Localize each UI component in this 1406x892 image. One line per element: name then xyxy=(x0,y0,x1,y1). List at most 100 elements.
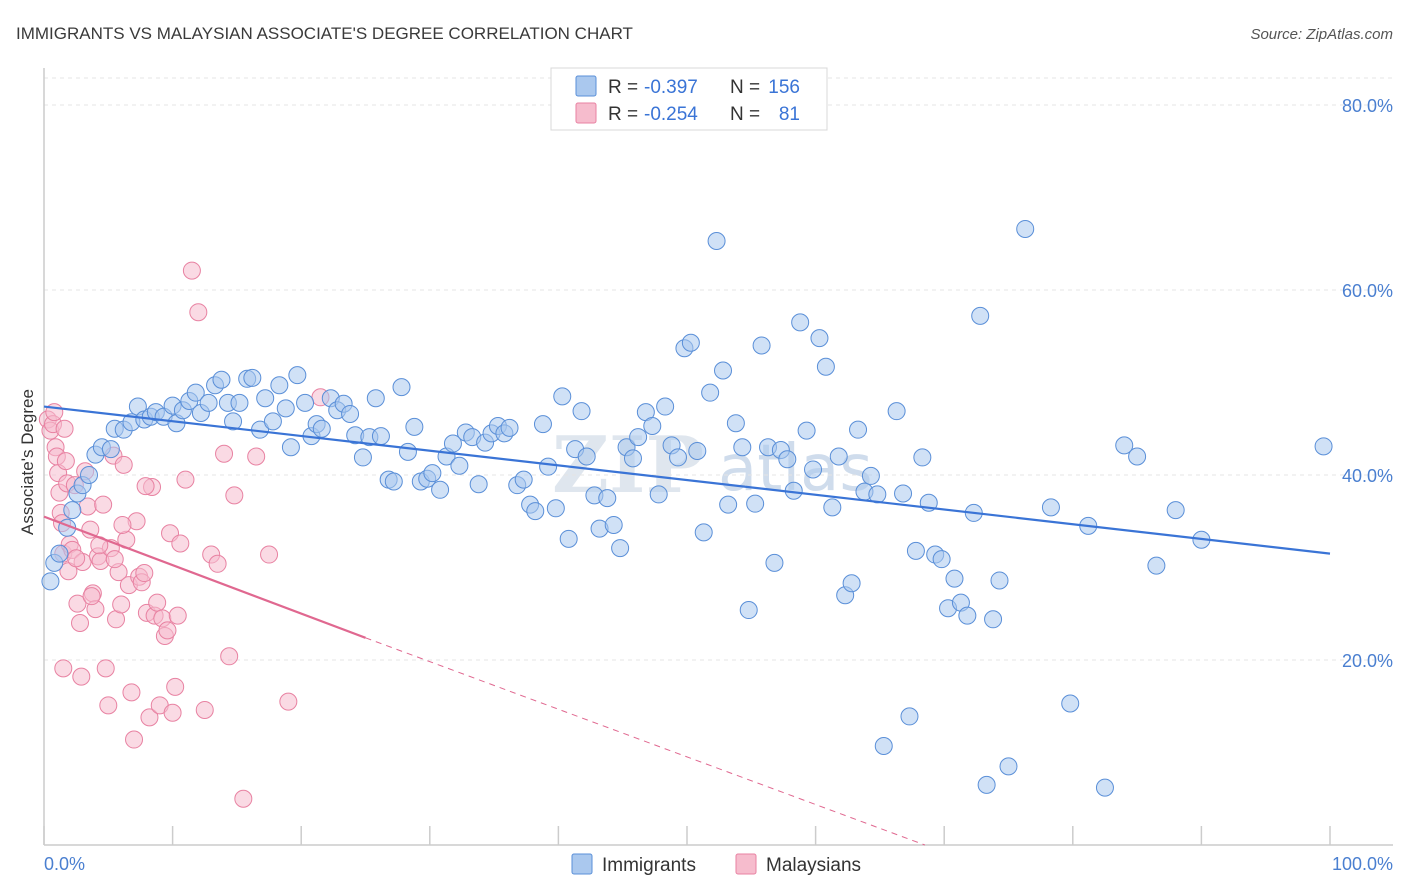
immigrants-trend-line xyxy=(43,405,1331,555)
immigrants-point-125 xyxy=(842,574,861,593)
immigrants-point-2 xyxy=(50,544,69,563)
malaysians-point-69 xyxy=(260,545,279,564)
immigrants-point-155 xyxy=(1128,447,1147,466)
malaysians-point-76 xyxy=(54,659,73,678)
immigrants-point-4 xyxy=(63,501,82,520)
immigrants-point-100 xyxy=(681,333,700,352)
malaysians-point-66 xyxy=(225,486,244,505)
axes xyxy=(43,68,1393,846)
legend-r-label-malaysians: R = xyxy=(608,104,638,125)
immigrants-point-150 xyxy=(1041,498,1060,517)
immigrants-point-80 xyxy=(553,387,572,406)
immigrants-point-39 xyxy=(288,366,307,385)
immigrants-point-51 xyxy=(366,389,385,408)
legend-n-value-malaysians: 81 xyxy=(779,104,800,125)
malaysians-trend-extension xyxy=(365,637,926,846)
legend-r-value-malaysians: -0.254 xyxy=(644,104,698,125)
malaysians-point-17 xyxy=(68,594,87,613)
immigrants-point-96 xyxy=(656,397,675,416)
legend-r-label-immigrants: R = xyxy=(608,77,638,98)
legend-swatch-immigrants xyxy=(575,75,597,97)
immigrants-point-79 xyxy=(546,499,565,518)
legend-r-value-immigrants: -0.397 xyxy=(644,77,698,98)
malaysians-point-45 xyxy=(140,708,159,727)
chart-source: Source: ZipAtlas.com xyxy=(1250,26,1393,43)
malaysians-point-18 xyxy=(71,614,90,632)
immigrants-point-106 xyxy=(719,495,738,514)
immigrants-point-104 xyxy=(707,231,726,250)
malaysians-point-34 xyxy=(112,595,131,614)
immigrants-point-138 xyxy=(932,550,951,569)
immigrants-point-57 xyxy=(405,417,424,436)
immigrants-point-144 xyxy=(971,306,990,325)
immigrants-point-91 xyxy=(623,449,642,468)
x-tick-label-0: 0.0% xyxy=(44,854,85,874)
immigrants-point-35 xyxy=(263,412,282,431)
malaysians-point-57 xyxy=(171,534,190,553)
immigrants-point-64 xyxy=(450,456,469,475)
chart-title: IMMIGRANTS VS MALAYSIAN ASSOCIATE'S DEGR… xyxy=(16,24,633,43)
immigrants-point-123 xyxy=(829,447,848,466)
y-tick-label-60: 60.0% xyxy=(1342,281,1393,301)
immigrants-point-72 xyxy=(500,418,519,437)
immigrants-point-49 xyxy=(353,448,372,467)
immigrants-point-111 xyxy=(752,336,771,355)
immigrants-point-32 xyxy=(243,368,262,387)
immigrants-point-37 xyxy=(276,399,295,418)
malaysians-point-48 xyxy=(148,593,167,612)
immigrants-point-133 xyxy=(900,707,919,726)
immigrants-point-107 xyxy=(726,414,745,433)
malaysians-point-56 xyxy=(168,606,187,625)
malaysians-point-64 xyxy=(215,444,234,463)
immigrants-point-34 xyxy=(256,389,275,408)
immigrants-point-118 xyxy=(797,421,816,440)
immigrants-point-102 xyxy=(694,523,713,542)
malaysians-point-35 xyxy=(114,455,133,474)
immigrants-point-25 xyxy=(199,393,218,412)
immigrants-point-157 xyxy=(1166,501,1185,520)
malaysians-point-58 xyxy=(176,470,195,489)
malaysians-point-59 xyxy=(182,261,201,280)
immigrants-point-159 xyxy=(1314,437,1333,456)
malaysians-point-80 xyxy=(136,477,155,496)
immigrants-point-148 xyxy=(999,757,1018,776)
immigrants-point-140 xyxy=(945,569,964,588)
immigrants-point-154 xyxy=(1115,436,1134,455)
malaysians-point-65 xyxy=(220,647,239,666)
malaysians-point-54 xyxy=(163,703,182,722)
malaysians-point-72 xyxy=(67,549,86,568)
immigrants-point-115 xyxy=(778,450,797,469)
immigrants-point-94 xyxy=(643,416,662,435)
malaysians-point-22 xyxy=(81,520,100,539)
legend-n-label-malaysians: N = xyxy=(730,104,760,125)
malaysians-point-63 xyxy=(208,554,227,573)
immigrants-point-121 xyxy=(816,357,835,376)
series-legend-swatch-malaysians xyxy=(735,853,757,875)
immigrants-point-52 xyxy=(371,427,390,446)
immigrants-point-147 xyxy=(990,571,1009,590)
immigrants-points xyxy=(41,219,1333,797)
immigrants-point-146 xyxy=(984,610,1003,629)
immigrants-point-101 xyxy=(688,441,707,460)
immigrants-point-103 xyxy=(701,383,720,402)
immigrants-point-130 xyxy=(874,737,893,756)
immigrants-point-108 xyxy=(733,438,752,457)
immigrants-point-61 xyxy=(431,480,450,499)
immigrants-point-145 xyxy=(977,775,996,794)
immigrants-point-55 xyxy=(392,378,411,397)
malaysians-point-52 xyxy=(158,621,177,640)
immigrants-point-77 xyxy=(533,415,552,434)
y-tick-label-40: 40.0% xyxy=(1342,466,1393,486)
malaysians-point-60 xyxy=(189,303,208,322)
immigrants-point-56 xyxy=(398,442,417,461)
series-legend-label-malaysians: Malaysians xyxy=(766,855,861,876)
malaysians-point-27 xyxy=(94,495,113,514)
immigrants-point-54 xyxy=(384,472,403,491)
malaysians-point-43 xyxy=(135,564,154,583)
immigrants-point-63 xyxy=(443,434,462,453)
immigrants-point-98 xyxy=(668,448,687,467)
immigrants-point-43 xyxy=(312,419,331,438)
immigrants-point-142 xyxy=(958,606,977,625)
immigrants-point-109 xyxy=(739,601,758,620)
immigrants-point-10 xyxy=(101,440,120,459)
